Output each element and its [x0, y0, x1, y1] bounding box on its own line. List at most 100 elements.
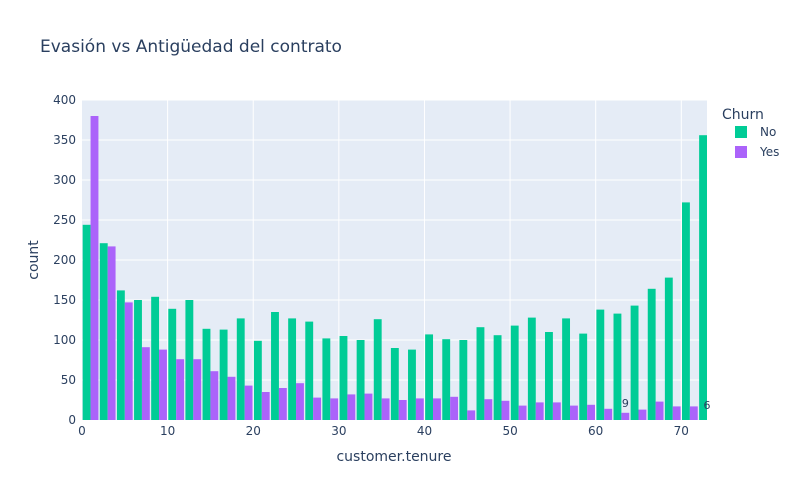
x-tick-label: 50	[502, 424, 517, 438]
bar	[364, 393, 373, 420]
y-tick-label: 100	[53, 333, 76, 347]
bar	[664, 277, 673, 420]
bar-data-label: 6	[704, 399, 711, 412]
x-axis-label: customer.tenure	[336, 449, 451, 465]
legend-label: Yes	[759, 145, 779, 159]
y-axis-label: count	[26, 240, 42, 280]
bar	[518, 405, 527, 420]
bar	[493, 335, 502, 420]
y-tick-label: 300	[53, 173, 76, 187]
bar	[398, 400, 407, 420]
bar	[322, 338, 331, 420]
bar	[381, 398, 390, 420]
y-tick-label: 400	[53, 93, 76, 107]
bar	[236, 318, 245, 420]
bar	[672, 406, 681, 420]
bar	[630, 305, 639, 420]
bar	[356, 340, 365, 420]
plot-area	[82, 99, 707, 420]
y-tick-label: 200	[53, 253, 76, 267]
legend-swatch	[735, 146, 747, 158]
bar	[151, 296, 160, 420]
bar	[535, 402, 544, 420]
x-tick-label: 70	[674, 424, 689, 438]
legend-label: No	[760, 125, 776, 139]
legend: Churn No Yes	[722, 107, 779, 159]
bar	[442, 339, 451, 420]
bar	[689, 406, 698, 420]
bar	[467, 410, 476, 420]
bar	[604, 408, 613, 420]
bar	[476, 327, 485, 420]
bar	[168, 308, 177, 420]
bar	[390, 348, 399, 420]
bar	[655, 401, 664, 420]
x-tick-label: 20	[246, 424, 261, 438]
bar	[141, 347, 150, 420]
bar	[116, 290, 125, 420]
bar	[433, 398, 441, 420]
bar	[330, 398, 339, 420]
bar	[339, 336, 348, 420]
series-no	[82, 135, 707, 420]
y-tick-label: 50	[61, 373, 76, 387]
bar	[408, 349, 416, 420]
bar	[484, 399, 493, 420]
bar	[253, 340, 262, 420]
bar	[638, 409, 647, 420]
bar	[305, 321, 314, 420]
bar	[278, 388, 287, 420]
bar	[107, 246, 116, 420]
x-tick-label: 40	[417, 424, 432, 438]
bar	[227, 376, 236, 420]
x-tick-label: 60	[588, 424, 603, 438]
bar	[288, 318, 297, 420]
bar	[596, 309, 605, 420]
bar	[90, 116, 99, 420]
legend-item-no[interactable]: No	[735, 125, 776, 139]
y-tick-label: 350	[53, 133, 76, 147]
bar	[562, 318, 571, 420]
bar	[82, 224, 91, 420]
y-tick-label: 250	[53, 213, 76, 227]
bar	[552, 402, 561, 420]
bar	[271, 312, 279, 420]
bar	[699, 135, 707, 420]
bar	[210, 371, 219, 420]
bar	[613, 313, 622, 420]
bar	[527, 317, 536, 420]
bar	[425, 334, 434, 420]
bar	[373, 319, 382, 420]
bar	[459, 340, 468, 420]
bar	[313, 397, 322, 420]
bar	[176, 359, 185, 420]
bar	[621, 412, 630, 420]
y-tick-label: 0	[68, 413, 76, 427]
bar-data-label: 9	[622, 397, 629, 410]
bar	[219, 329, 228, 420]
bar	[347, 394, 356, 420]
legend-swatch	[735, 126, 747, 138]
bar	[587, 404, 596, 420]
bar	[545, 332, 553, 420]
x-tick-label: 10	[160, 424, 175, 438]
bar	[99, 243, 108, 420]
bar	[682, 202, 690, 420]
bar	[579, 333, 588, 420]
bar	[134, 300, 142, 420]
bar	[296, 383, 304, 420]
bar	[647, 288, 656, 420]
x-tick-label: 0	[78, 424, 86, 438]
series-yes	[90, 116, 698, 420]
bar	[570, 405, 578, 420]
y-tick-label: 150	[53, 293, 76, 307]
bar	[124, 302, 133, 420]
bar	[193, 359, 202, 420]
bar	[415, 398, 424, 420]
legend-item-yes[interactable]: Yes	[735, 145, 779, 159]
bar	[501, 400, 510, 420]
bar	[261, 392, 270, 420]
bar	[159, 349, 167, 420]
